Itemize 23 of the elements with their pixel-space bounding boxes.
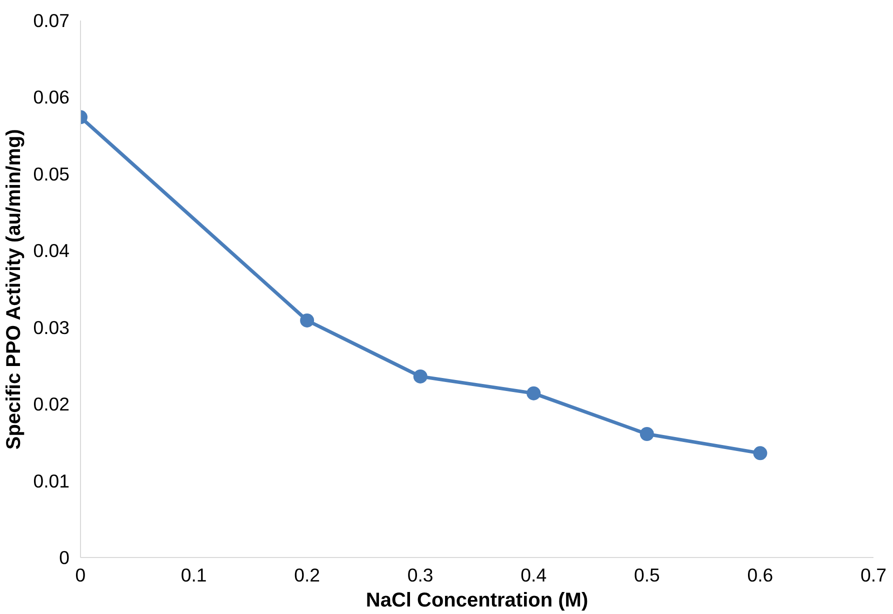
y-tick-label: 0.02 <box>33 394 70 415</box>
y-tick-label: 0.03 <box>33 316 70 338</box>
x-tick-label: 0 <box>75 564 86 586</box>
x-axis-title: NaCl Concentration (M) <box>366 590 588 612</box>
point <box>640 427 654 441</box>
point <box>753 446 768 460</box>
point <box>300 313 314 328</box>
y-tick-label: 0.04 <box>33 240 70 262</box>
point <box>526 386 541 400</box>
x-tick-label: 0.4 <box>520 564 547 586</box>
y-tick-label: 0.06 <box>33 86 70 108</box>
x-tick-label: 0.5 <box>634 564 660 586</box>
x-tick-label: 0.1 <box>180 564 207 586</box>
x-tick-label: 0.6 <box>747 564 774 586</box>
y-tick-label: 0 <box>59 547 70 568</box>
x-tick-label: 0.3 <box>407 564 434 586</box>
point <box>413 369 428 384</box>
x-tick-label: 0.7 <box>860 564 886 586</box>
y-tick-label: 0.05 <box>33 163 70 184</box>
y-axis-title: Specific PPO Activity (au/min/mg) <box>3 129 26 450</box>
y-tick-label: 0.01 <box>33 470 70 492</box>
x-tick-label: 0.2 <box>294 564 320 586</box>
y-tick-label: 0.07 <box>33 10 70 31</box>
